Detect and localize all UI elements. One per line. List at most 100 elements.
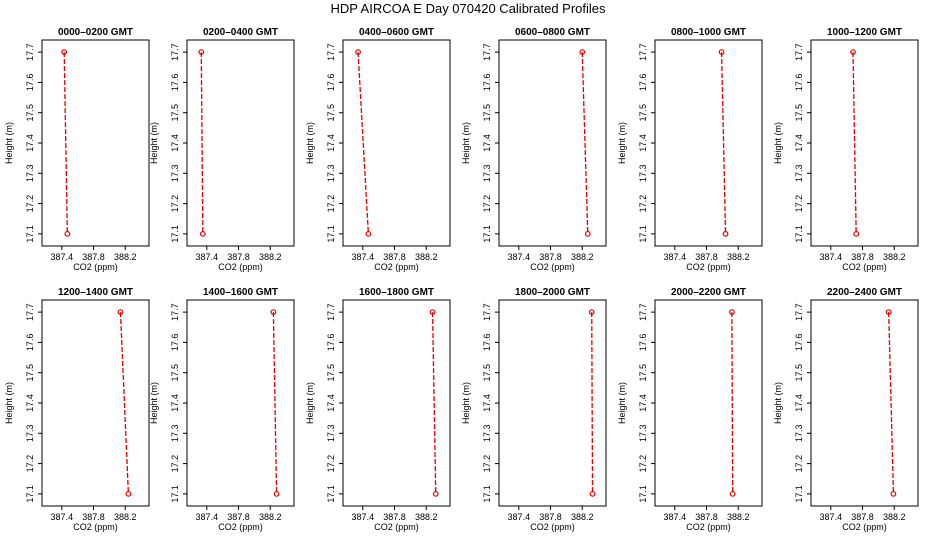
y-tick-label: 17.3	[170, 425, 180, 443]
y-tick-label: 17.5	[170, 104, 180, 122]
profile-line	[720, 52, 727, 234]
y-tick-label: 17.7	[25, 303, 35, 321]
profile-line	[731, 312, 734, 494]
panel-title: 1400–1600 GMT	[203, 287, 278, 298]
panel-9: 1600–1800 GMT 387.4 387.8 388.2 17.1 17.2 17.3…	[305, 287, 451, 532]
y-tick-label: 17.1	[638, 225, 648, 243]
data-point	[64, 230, 71, 237]
x-tick-label: 387.8	[383, 252, 406, 262]
x-axis-label: CO2 (ppm)	[842, 522, 887, 532]
profile-line	[63, 52, 69, 234]
x-tick-label: 388.2	[415, 252, 438, 262]
y-tick-label: 17.6	[794, 74, 804, 92]
y-axis-label: Height (m)	[773, 122, 783, 164]
y-axis-label: Height (m)	[305, 382, 315, 424]
data-point	[199, 230, 206, 237]
y-tick-label: 17.7	[794, 303, 804, 321]
y-tick-label: 17.1	[794, 225, 804, 243]
y-tick-label: 17.2	[25, 455, 35, 473]
panel-7: 1200–1400 GMT 387.4 387.8 388.2 17.1 17.2 17.3…	[4, 287, 150, 532]
x-tick-label: 388.2	[114, 252, 137, 262]
y-tick-label: 17.1	[482, 225, 492, 243]
y-tick-label: 17.5	[25, 364, 35, 382]
data-point	[722, 230, 729, 237]
panel-10: 1800–2000 GMT 387.4 387.8 388.2 17.1 17.2 17.3…	[461, 287, 607, 532]
data-point	[429, 309, 436, 316]
panel-title: 1800–2000 GMT	[515, 287, 590, 298]
data-point	[365, 230, 372, 237]
data-point	[588, 309, 595, 316]
y-tick-label: 17.1	[794, 485, 804, 503]
profile-line	[200, 52, 204, 234]
panel-4: 0600–0800 GMT 387.4 387.8 388.2 17.1 17.2 17.3…	[461, 27, 607, 272]
profile-line	[272, 312, 278, 494]
y-axis-label: Height (m)	[773, 382, 783, 424]
plot-frame	[498, 299, 607, 507]
x-tick-label: 388.2	[571, 252, 594, 262]
data-point	[718, 49, 725, 56]
y-tick-label: 17.6	[25, 74, 35, 92]
x-tick-label: 388.2	[571, 512, 594, 522]
y-tick-label: 17.7	[638, 43, 648, 61]
profile-line	[581, 52, 589, 234]
x-tick-label: 387.4	[820, 512, 843, 522]
y-tick-label: 17.4	[482, 394, 492, 412]
x-axis-label: CO2 (ppm)	[218, 522, 263, 532]
y-axis-label: Height (m)	[617, 122, 627, 164]
y-tick-label: 17.2	[794, 195, 804, 213]
profile-line	[591, 312, 594, 494]
x-tick-label: 388.2	[114, 512, 137, 522]
x-axis-label: CO2 (ppm)	[530, 522, 575, 532]
x-tick-label: 387.4	[51, 252, 74, 262]
y-tick-label: 17.6	[638, 74, 648, 92]
x-tick-label: 387.8	[227, 252, 250, 262]
y-tick-label: 17.2	[638, 195, 648, 213]
y-axis-label: Height (m)	[4, 122, 14, 164]
y-tick-label: 17.5	[794, 104, 804, 122]
panel-2: 0200–0400 GMT 387.4 387.8 388.2 17.1 17.2 17.3…	[149, 27, 295, 272]
y-tick-label: 17.4	[326, 394, 336, 412]
x-axis-label: CO2 (ppm)	[218, 262, 263, 272]
x-tick-label: 388.2	[415, 512, 438, 522]
y-axis-label: Height (m)	[149, 382, 159, 424]
y-tick-label: 17.1	[25, 485, 35, 503]
y-tick-label: 17.7	[170, 303, 180, 321]
y-tick-label: 17.2	[482, 195, 492, 213]
x-tick-label: 387.4	[196, 512, 219, 522]
panel-title: 1000–1200 GMT	[827, 27, 902, 38]
y-tick-label: 17.3	[326, 425, 336, 443]
panel-3: 0400–0600 GMT 387.4 387.8 388.2 17.1 17.2 17.3…	[305, 27, 451, 272]
x-tick-label: 388.2	[883, 512, 906, 522]
y-tick-label: 17.4	[794, 394, 804, 412]
x-tick-label: 388.2	[259, 252, 282, 262]
y-tick-label: 17.2	[326, 455, 336, 473]
y-tick-label: 17.3	[638, 165, 648, 183]
data-point	[117, 309, 124, 316]
y-tick-label: 17.2	[170, 455, 180, 473]
profile-line	[852, 52, 857, 234]
y-tick-label: 17.7	[170, 43, 180, 61]
y-axis-label: Height (m)	[149, 122, 159, 164]
plot-frame	[654, 299, 763, 507]
data-point	[890, 490, 897, 497]
y-tick-label: 17.1	[25, 225, 35, 243]
y-tick-label: 17.5	[25, 104, 35, 122]
y-axis-label: Height (m)	[4, 382, 14, 424]
x-tick-label: 387.8	[695, 512, 718, 522]
x-tick-label: 387.8	[82, 252, 105, 262]
panel-title: 1600–1800 GMT	[359, 287, 434, 298]
x-axis-label: CO2 (ppm)	[73, 522, 118, 532]
y-axis-label: Height (m)	[461, 382, 471, 424]
data-point	[589, 490, 596, 497]
x-tick-label: 387.4	[508, 252, 531, 262]
y-tick-label: 17.4	[482, 134, 492, 152]
data-point	[273, 490, 280, 497]
y-tick-label: 17.5	[170, 364, 180, 382]
x-tick-label: 387.4	[196, 252, 219, 262]
x-axis-label: CO2 (ppm)	[374, 522, 419, 532]
profile-line	[888, 312, 895, 494]
panel-title: 2200–2400 GMT	[827, 287, 902, 298]
plot-frame	[41, 299, 150, 507]
y-tick-label: 17.5	[638, 104, 648, 122]
x-tick-label: 388.2	[259, 512, 282, 522]
